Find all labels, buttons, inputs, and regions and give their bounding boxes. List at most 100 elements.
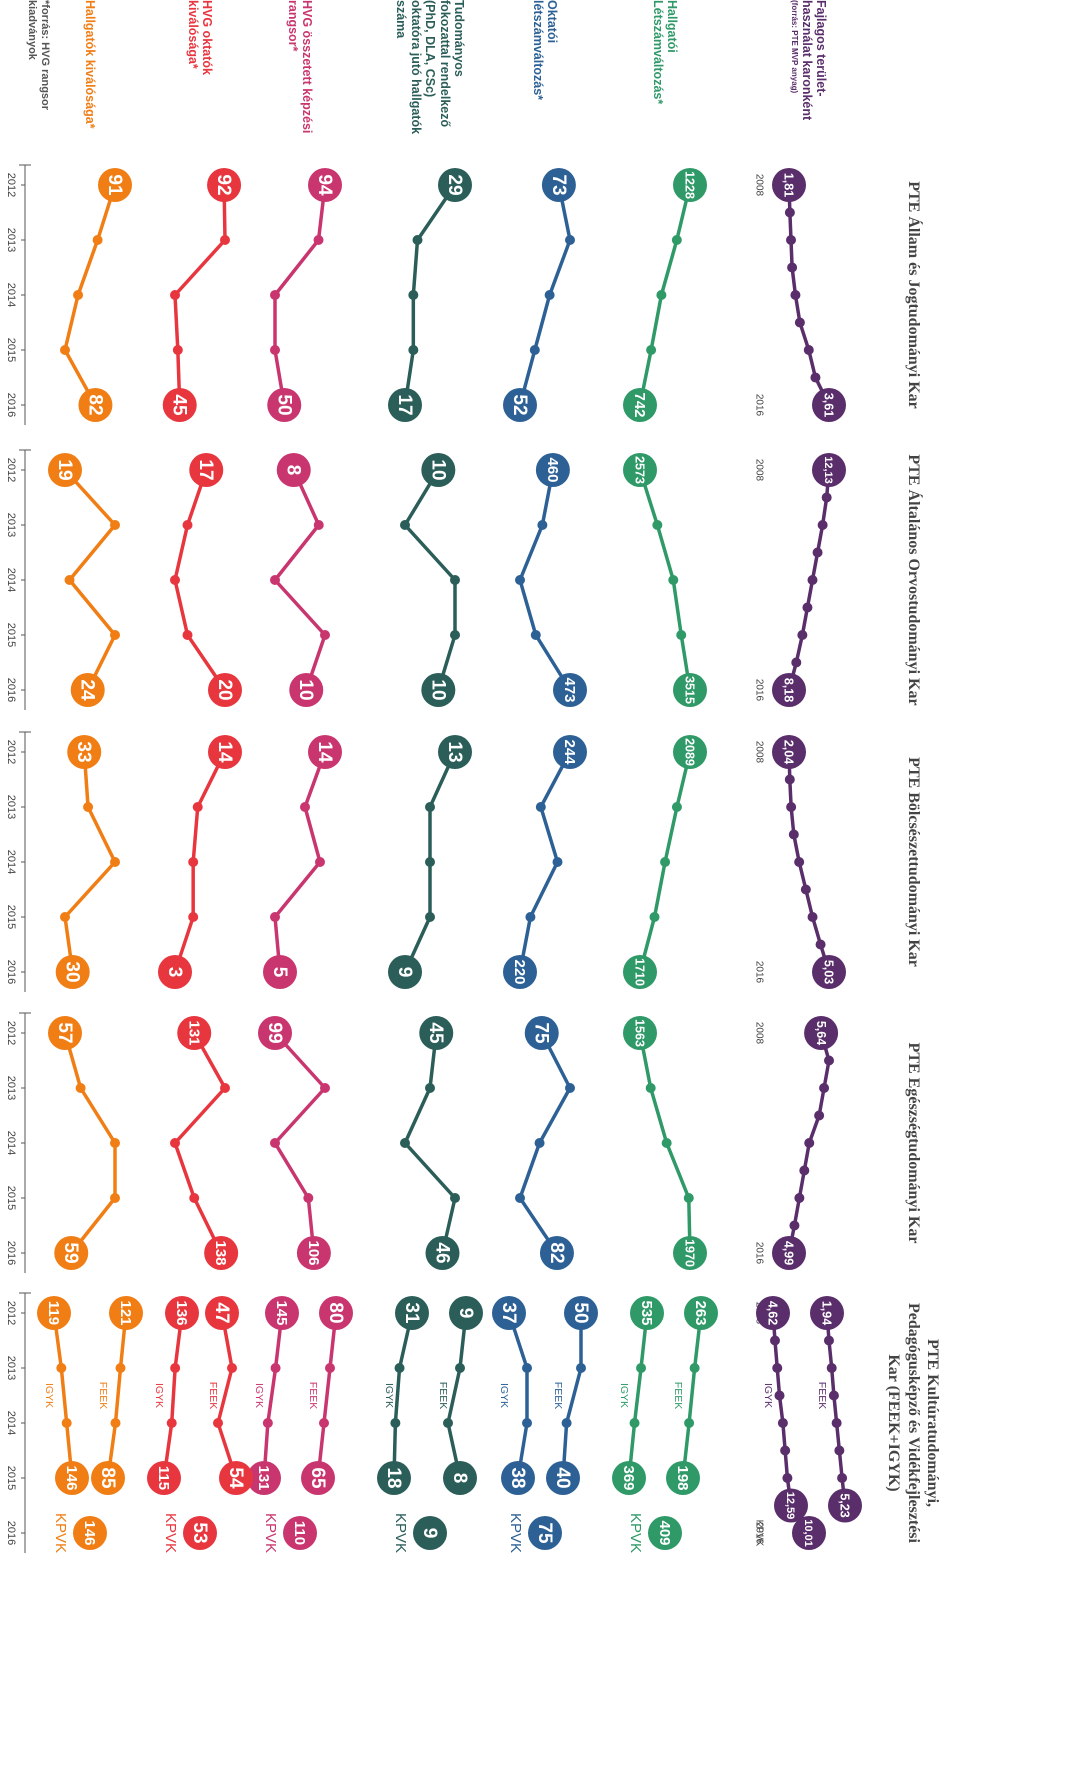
metric-label-box: Fajlagos terület-használat karonként(for… (790, 0, 828, 121)
value-label: 263 (692, 1300, 709, 1325)
point (320, 630, 330, 640)
point (412, 235, 423, 245)
end-point (623, 388, 657, 422)
value-label: 146 (81, 1520, 98, 1545)
point (110, 1193, 120, 1203)
series-name: IGYK (43, 1383, 55, 1408)
point (807, 912, 818, 922)
value-label: 10,01 (802, 1519, 814, 1547)
end-point (812, 453, 846, 487)
end-point (419, 1016, 454, 1050)
point (649, 912, 660, 922)
value-label: 94 (314, 174, 335, 196)
point (646, 345, 657, 355)
series-name: FEEK (307, 1382, 319, 1409)
end-point (55, 955, 90, 989)
point (170, 1138, 180, 1148)
year-label: 2016 (5, 678, 17, 702)
point (821, 492, 832, 503)
series-name: FEEK (672, 1382, 684, 1409)
end-point (772, 673, 806, 707)
metric-label: Oktatói létszámváltozás* (531, 0, 560, 101)
end-point (812, 388, 846, 422)
value-label: 4,62 (766, 1301, 780, 1325)
value-label: 131 (255, 1465, 272, 1490)
point (522, 1418, 532, 1428)
point (812, 547, 823, 558)
end-point (388, 955, 422, 989)
year-label: 2012 (5, 1301, 17, 1325)
point (552, 857, 563, 867)
faculty-title: PTE Egészségtudományi Kar (904, 1042, 922, 1244)
point (189, 1193, 200, 1203)
value-label: 33 (73, 741, 94, 762)
end-point (207, 168, 242, 202)
faculty-title-box: PTE Egészségtudományi Kar (904, 1042, 922, 1244)
value-label: 106 (305, 1240, 322, 1265)
point (794, 1193, 805, 1203)
point (270, 1363, 281, 1373)
metric-header: Hallgatói Létszámváltozás* (610, 0, 720, 135)
point (689, 1363, 700, 1373)
end-point (564, 1296, 598, 1330)
point (394, 1363, 405, 1373)
point (834, 1445, 845, 1456)
value-label: 10 (295, 679, 316, 700)
point (60, 345, 70, 355)
value-label: 31 (401, 1302, 422, 1324)
end-point (109, 1296, 143, 1330)
point (192, 802, 203, 812)
point (804, 1138, 815, 1148)
year-label-long: 2008 (753, 741, 764, 764)
point (636, 1363, 647, 1373)
source-box: *forrás: HVG rangsor kiadványok (26, 0, 51, 110)
value-label: 45 (425, 1022, 446, 1044)
metric-label: Hallgatók kiválósága* (83, 0, 98, 129)
metric-label: Fajlagos terület-használat karonként (799, 0, 828, 121)
point (92, 235, 103, 245)
value-label: 82 (546, 1242, 567, 1263)
point (826, 1363, 837, 1373)
series-line (316, 1312, 338, 1479)
series-name: KPVK (627, 1513, 644, 1553)
end-point (208, 735, 242, 769)
year-label: 2012 (5, 740, 17, 764)
value-label: 119 (45, 1301, 62, 1325)
end-point (684, 1296, 718, 1330)
end-point (804, 1016, 839, 1050)
point (668, 575, 679, 585)
series-name: IGYK (618, 1383, 630, 1408)
end-point (623, 453, 657, 487)
point (530, 630, 541, 640)
point (786, 802, 797, 812)
end-point (54, 1236, 89, 1270)
point (817, 520, 828, 530)
series-line (561, 1313, 583, 1479)
end-point (158, 955, 192, 989)
year-label: 2015 (5, 1466, 17, 1490)
value-label: 535 (638, 1300, 655, 1325)
value-label: 115 (155, 1466, 172, 1490)
value-label: 8,18 (782, 678, 796, 702)
value-label: 5,64 (814, 1021, 828, 1045)
value-label: 2089 (683, 738, 697, 766)
end-point (283, 1516, 317, 1550)
year-label-long: 2016 (753, 679, 764, 702)
year-label: 2016 (5, 960, 17, 984)
value-label: 40 (552, 1467, 573, 1488)
point (782, 1473, 793, 1483)
end-point (208, 673, 242, 707)
end-point (630, 1296, 664, 1330)
end-point (812, 955, 846, 989)
series-name: FEEK (437, 1382, 449, 1409)
value-label: 3 (164, 967, 185, 978)
point (170, 1363, 181, 1373)
value-label: 37 (498, 1302, 519, 1323)
end-point (147, 1461, 181, 1495)
end-point (772, 1236, 806, 1270)
point (425, 1083, 435, 1093)
value-label: 14 (214, 741, 235, 763)
year-label: 2014 (5, 850, 17, 874)
value-label: 75 (534, 1522, 555, 1544)
